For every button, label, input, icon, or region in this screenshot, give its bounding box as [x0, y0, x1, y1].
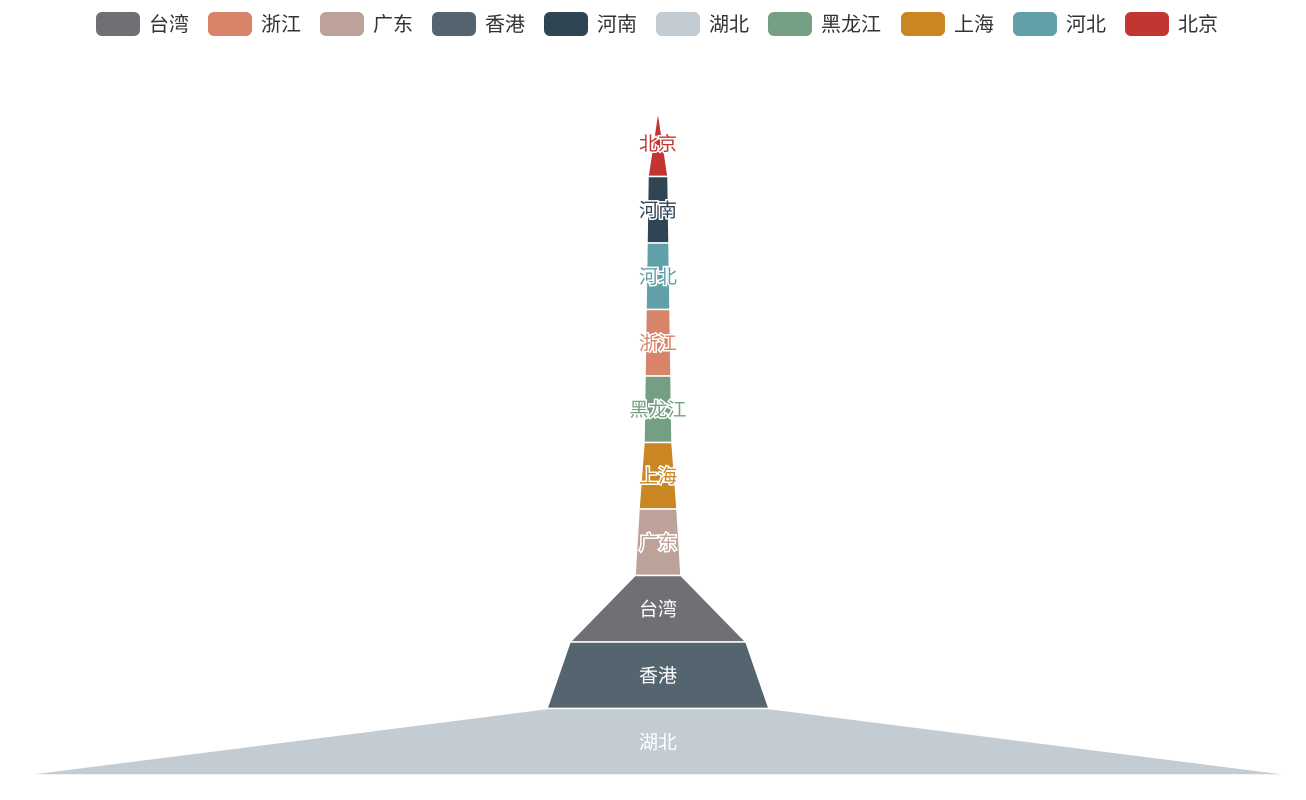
legend-swatch	[656, 12, 700, 36]
legend-item-0[interactable]: 台湾	[96, 10, 189, 38]
funnel-segments	[22, 109, 1294, 776]
funnel-label-1: 河南	[639, 199, 677, 221]
funnel-label-4: 黑龙江	[629, 399, 686, 421]
legend-item-5[interactable]: 湖北	[656, 10, 749, 38]
legend-label: 河北	[1066, 12, 1106, 36]
legend-item-2[interactable]: 广东	[320, 10, 413, 38]
legend-label: 广东	[373, 12, 413, 36]
legend-label: 台湾	[149, 12, 189, 36]
legend-label: 北京	[1178, 12, 1218, 36]
legend-label: 湖北	[709, 12, 749, 36]
legend-item-6[interactable]: 黑龙江	[768, 10, 881, 38]
funnel-label-8: 香港	[639, 665, 677, 687]
legend-swatch	[1013, 12, 1057, 36]
legend-swatch	[320, 12, 364, 36]
funnel-label-3: 浙江	[639, 332, 677, 354]
legend-item-7[interactable]: 上海	[901, 10, 994, 38]
funnel-label-7: 台湾	[639, 598, 677, 620]
legend-label: 浙江	[261, 12, 301, 36]
funnel-label-2: 河北	[639, 266, 677, 288]
legend-item-8[interactable]: 河北	[1013, 10, 1106, 38]
legend: 台湾 浙江 广东 香港 河南 湖北 黑龙江 上海 河北 北京	[0, 10, 1306, 40]
legend-label: 上海	[954, 12, 994, 36]
legend-swatch	[1125, 12, 1169, 36]
legend-item-1[interactable]: 浙江	[208, 10, 301, 38]
legend-item-4[interactable]: 河南	[544, 10, 637, 38]
legend-swatch	[208, 12, 252, 36]
funnel-label-9: 湖北	[639, 731, 677, 753]
legend-label: 香港	[485, 12, 525, 36]
legend-item-9[interactable]: 北京	[1125, 10, 1218, 38]
funnel-label-5: 上海	[639, 465, 677, 487]
legend-swatch	[768, 12, 812, 36]
legend-label: 黑龙江	[821, 12, 881, 36]
legend-swatch	[901, 12, 945, 36]
funnel-label-6: 广东	[639, 532, 677, 554]
legend-swatch	[544, 12, 588, 36]
funnel-segment-9[interactable]	[22, 707, 1294, 776]
legend-swatch	[432, 12, 476, 36]
funnel-label-0: 北京	[639, 133, 677, 155]
legend-label: 河南	[597, 12, 637, 36]
legend-item-3[interactable]: 香港	[432, 10, 525, 38]
legend-swatch	[96, 12, 140, 36]
